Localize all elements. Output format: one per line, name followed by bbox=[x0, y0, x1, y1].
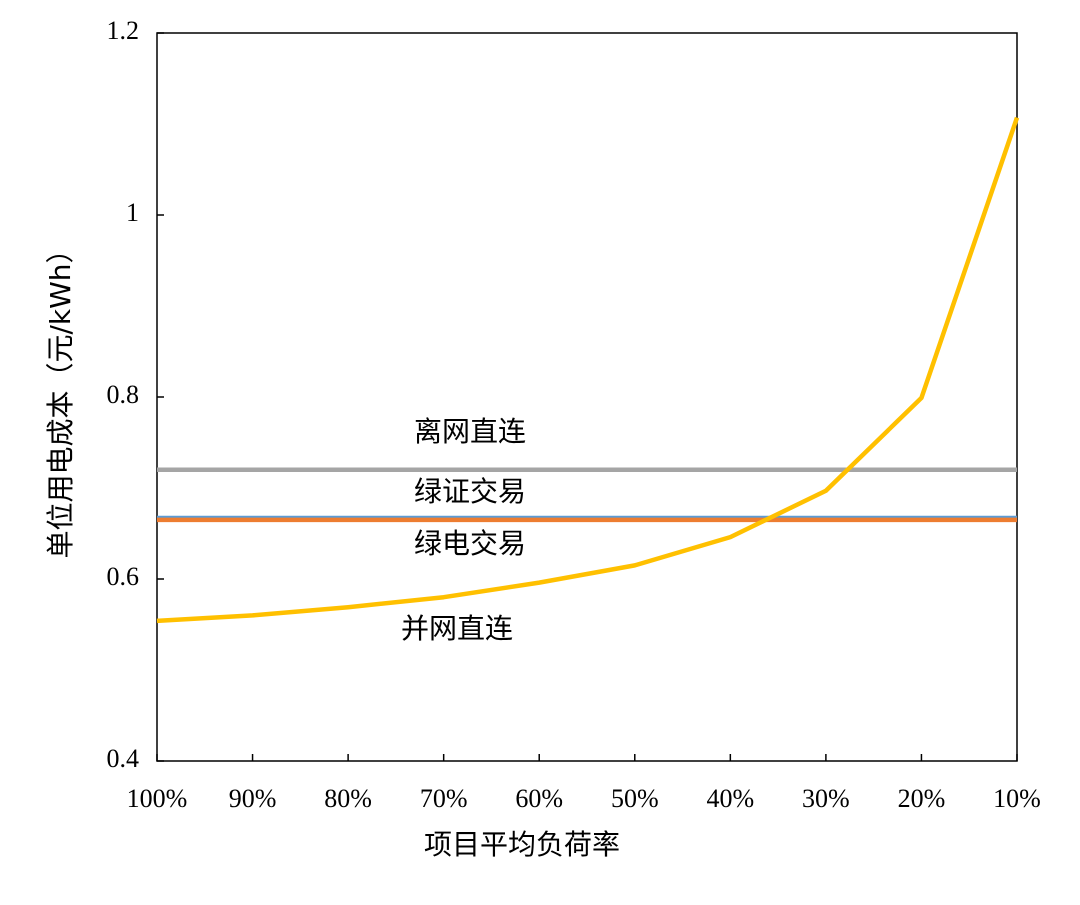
x-axis-label: 项目平均负荷率 bbox=[424, 828, 620, 861]
series-line bbox=[156, 116, 1020, 624]
x-tick-label: 30% bbox=[802, 784, 850, 813]
y-tick-label: 0.4 bbox=[107, 744, 140, 773]
x-tick-label: 90% bbox=[229, 784, 277, 813]
y-tick-label: 1 bbox=[126, 198, 139, 227]
y-tick-label: 0.8 bbox=[107, 380, 140, 409]
x-tick-label: 60% bbox=[515, 784, 563, 813]
series-label: 绿证交易 bbox=[414, 475, 526, 508]
y-tick-label: 1.2 bbox=[107, 16, 140, 45]
x-tick-label: 100% bbox=[127, 784, 188, 813]
x-tick-label: 10% bbox=[993, 784, 1041, 813]
y-tick-label: 0.6 bbox=[107, 562, 140, 591]
series-label: 离网直连 bbox=[414, 415, 526, 448]
x-tick-label: 70% bbox=[420, 784, 468, 813]
x-tick-label: 40% bbox=[706, 784, 754, 813]
x-tick-label: 50% bbox=[611, 784, 659, 813]
plot-frame bbox=[156, 32, 1018, 762]
series-label: 绿电交易 bbox=[414, 527, 526, 560]
series-label: 并网直连 bbox=[401, 612, 513, 645]
y-axis-label: 单位用电成本（元/kWh） bbox=[44, 235, 77, 558]
x-tick-label: 80% bbox=[324, 784, 372, 813]
x-tick-label: 20% bbox=[898, 784, 946, 813]
